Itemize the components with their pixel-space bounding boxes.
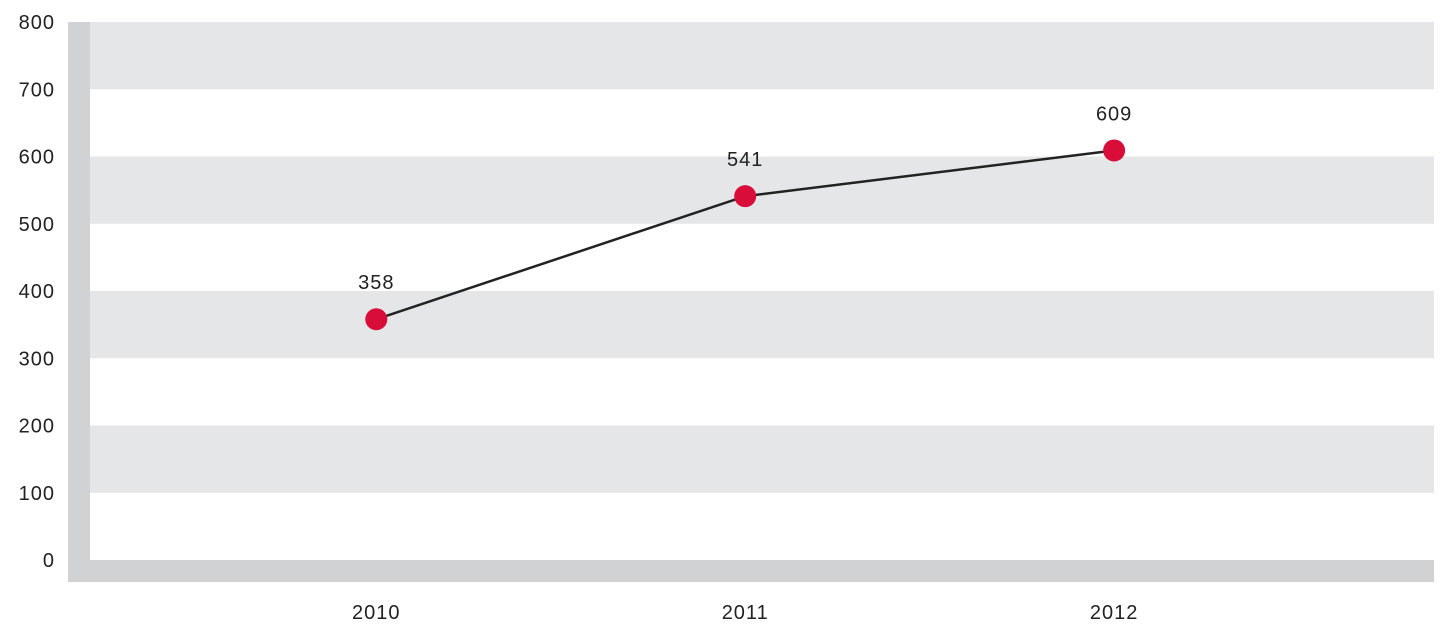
y-tick-label: 300 <box>19 348 55 370</box>
y-axis-frame <box>68 22 90 582</box>
y-axis-ticks: 0 100 200 300 400 500 600 700 800 <box>19 12 55 572</box>
y-tick-label: 100 <box>19 483 55 505</box>
x-tick-label: 2010 <box>352 602 401 624</box>
data-point-marker <box>1103 139 1126 162</box>
data-label: 358 <box>358 272 394 294</box>
grid-band <box>90 156 1434 224</box>
x-tick-label: 2011 <box>722 602 769 624</box>
x-tick-label: 2012 <box>1090 602 1139 624</box>
data-label: 541 <box>727 149 763 171</box>
data-point-marker <box>365 308 388 331</box>
grid-bands <box>90 22 1434 493</box>
grid-band <box>90 425 1434 493</box>
y-tick-label: 800 <box>19 12 55 34</box>
grid-band <box>90 22 1434 90</box>
data-label: 609 <box>1096 103 1132 125</box>
x-axis-frame <box>68 560 1434 582</box>
y-tick-label: 600 <box>19 147 55 169</box>
data-labels: 358 541 609 <box>358 103 1132 294</box>
y-tick-label: 200 <box>19 416 55 438</box>
y-tick-label: 700 <box>19 79 55 101</box>
series-layer <box>365 139 1126 331</box>
y-tick-label: 500 <box>19 214 55 236</box>
x-axis-ticks: 2010 2011 2012 <box>352 602 1139 624</box>
y-tick-label: 0 <box>43 550 55 572</box>
grid-band <box>90 291 1434 359</box>
y-tick-label: 400 <box>19 281 55 303</box>
data-point-marker <box>734 185 757 208</box>
